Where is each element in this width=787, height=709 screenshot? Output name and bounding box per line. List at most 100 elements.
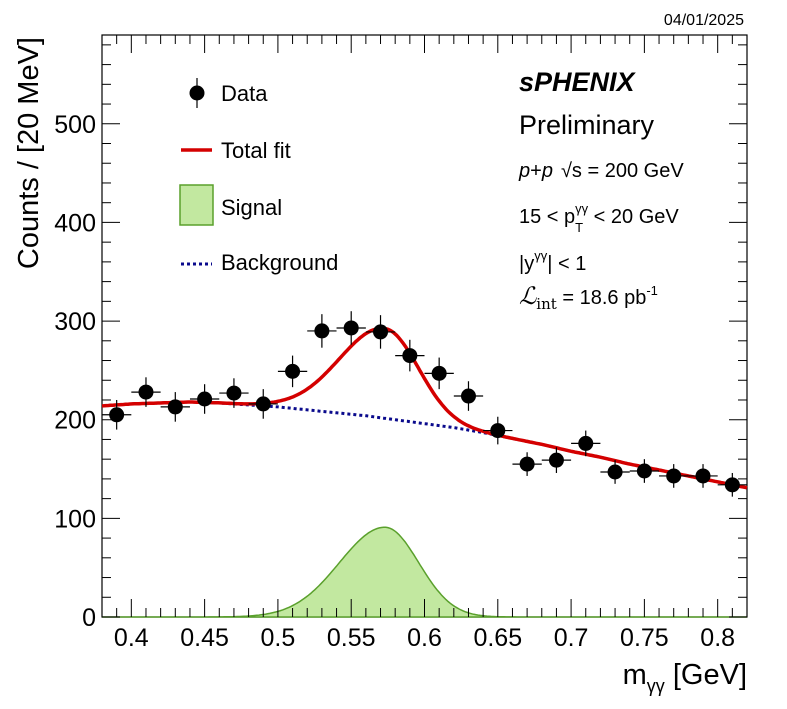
x-tick-label: 0.45 bbox=[180, 624, 229, 652]
data-point-marker bbox=[460, 388, 476, 404]
data-point-marker bbox=[578, 435, 594, 451]
x-tick-label: 0.4 bbox=[114, 624, 149, 652]
x-axis-title-sub: γγ bbox=[647, 676, 665, 696]
legend-background-label: Background bbox=[221, 250, 338, 275]
x-tick-label: 0.6 bbox=[407, 624, 442, 652]
data-point-marker bbox=[695, 468, 711, 484]
axis-ticks bbox=[101, 35, 748, 618]
data-point-marker bbox=[519, 456, 535, 472]
data-point-marker bbox=[402, 348, 418, 364]
data-point bbox=[307, 314, 337, 348]
data-point-marker bbox=[724, 477, 740, 493]
legend-signal-swatch bbox=[179, 184, 214, 226]
data-point bbox=[102, 399, 132, 430]
status-label: Preliminary bbox=[519, 110, 655, 140]
collision-label: p+p √s = 200 GeV bbox=[518, 160, 684, 182]
y-axis-title: Counts / [20 MeV] bbox=[13, 37, 45, 269]
legend-entry-signal: Signal bbox=[179, 184, 282, 226]
data-point-marker bbox=[197, 391, 213, 407]
y-tick-label: 400 bbox=[54, 209, 96, 237]
data-layer bbox=[102, 311, 747, 497]
x-tick-label: 0.7 bbox=[554, 624, 589, 652]
legend-entry-total-fit: Total fit bbox=[181, 138, 291, 163]
legend-data-marker bbox=[189, 85, 205, 101]
y-tick-label: 0 bbox=[82, 604, 96, 632]
data-point-marker bbox=[373, 324, 389, 340]
legend-signal-label: Signal bbox=[221, 195, 282, 220]
data-point-marker bbox=[666, 468, 682, 484]
data-point bbox=[453, 381, 484, 411]
x-axis-title-main: m bbox=[623, 659, 647, 691]
x-axis-title: mγγ [GeV] bbox=[623, 659, 747, 696]
y-tick-label: 500 bbox=[54, 111, 96, 139]
x-axis-title-unit: [GeV] bbox=[665, 659, 747, 691]
lumi-symbol: ℒ bbox=[519, 282, 537, 310]
signal-layer bbox=[102, 526, 747, 618]
data-point-marker bbox=[226, 385, 242, 401]
pt-range-label: 15 < pTγγ < 20 GeV bbox=[519, 201, 679, 235]
x-tick-label: 0.65 bbox=[473, 624, 522, 652]
collision-p2: p bbox=[541, 160, 553, 182]
rap-pre: |y bbox=[519, 253, 534, 275]
x-tick-label: 0.5 bbox=[261, 624, 296, 652]
x-tick-label: 0.8 bbox=[700, 624, 735, 652]
energy-value: = 200 GeV bbox=[582, 160, 684, 182]
pt-sup: γγ bbox=[575, 201, 589, 216]
total-fit-curve bbox=[101, 326, 748, 490]
data-point-marker bbox=[109, 407, 125, 423]
data-point bbox=[571, 430, 601, 457]
data-point-marker bbox=[167, 399, 183, 415]
legend-entry-background: Background bbox=[181, 250, 338, 275]
data-point-marker bbox=[607, 464, 623, 480]
x-tick-label: 0.75 bbox=[620, 624, 669, 652]
data-point bbox=[277, 355, 308, 388]
y-tick-labels: 0 100 200 300 400 500 bbox=[54, 111, 96, 632]
data-point-marker bbox=[431, 365, 447, 381]
rap-sup: γγ bbox=[534, 248, 548, 263]
data-point-marker bbox=[138, 384, 154, 400]
y-tick-label: 200 bbox=[54, 407, 96, 435]
data-point bbox=[219, 378, 249, 408]
data-point bbox=[483, 416, 513, 445]
data-point bbox=[424, 357, 454, 390]
experiment-name: sPHENIX bbox=[519, 67, 637, 97]
data-point bbox=[717, 472, 747, 497]
data-point bbox=[131, 377, 161, 407]
data-point bbox=[189, 384, 220, 414]
date-stamp: 04/01/2025 bbox=[664, 12, 744, 29]
legend-total-fit-label: Total fit bbox=[221, 138, 291, 163]
data-point-marker bbox=[285, 363, 301, 379]
luminosity-label: ℒint = 18.6 pb-1 bbox=[519, 282, 658, 313]
data-point bbox=[600, 460, 630, 484]
legend: Data Total fit Signal Background bbox=[179, 78, 338, 275]
data-point-marker bbox=[490, 423, 506, 439]
pt-low: 15 < p bbox=[519, 206, 575, 228]
info-box: sPHENIX Preliminary p+p √s = 200 GeV 15 <… bbox=[518, 67, 684, 313]
data-point bbox=[248, 389, 278, 419]
y-tick-label: 100 bbox=[54, 505, 96, 533]
data-point bbox=[365, 315, 396, 349]
data-point bbox=[688, 464, 718, 488]
lumi-sup: -1 bbox=[646, 283, 658, 298]
x-tick-labels: 0.4 0.45 0.5 0.55 0.6 0.65 0.7 0.75 0.8 bbox=[114, 624, 735, 652]
data-point-marker bbox=[314, 323, 330, 339]
signal-curve bbox=[102, 526, 747, 618]
data-point bbox=[336, 311, 366, 345]
data-point bbox=[395, 339, 425, 372]
data-point-marker bbox=[343, 320, 359, 336]
data-point bbox=[160, 392, 190, 422]
pt-sub: T bbox=[575, 220, 583, 235]
data-point-marker bbox=[255, 396, 271, 412]
data-point-marker bbox=[636, 463, 652, 479]
data-point bbox=[541, 447, 572, 473]
collision-plus: + bbox=[530, 160, 542, 182]
lumi-value: = 18.6 pb bbox=[557, 287, 647, 309]
legend-entry-data: Data bbox=[189, 78, 268, 108]
x-tick-label: 0.55 bbox=[327, 624, 376, 652]
lumi-sub: int bbox=[536, 295, 557, 313]
plot-area bbox=[101, 34, 748, 618]
sqrt-s: √s bbox=[561, 160, 582, 182]
total-fit-layer bbox=[101, 326, 748, 490]
rap-post: | < 1 bbox=[547, 253, 586, 275]
